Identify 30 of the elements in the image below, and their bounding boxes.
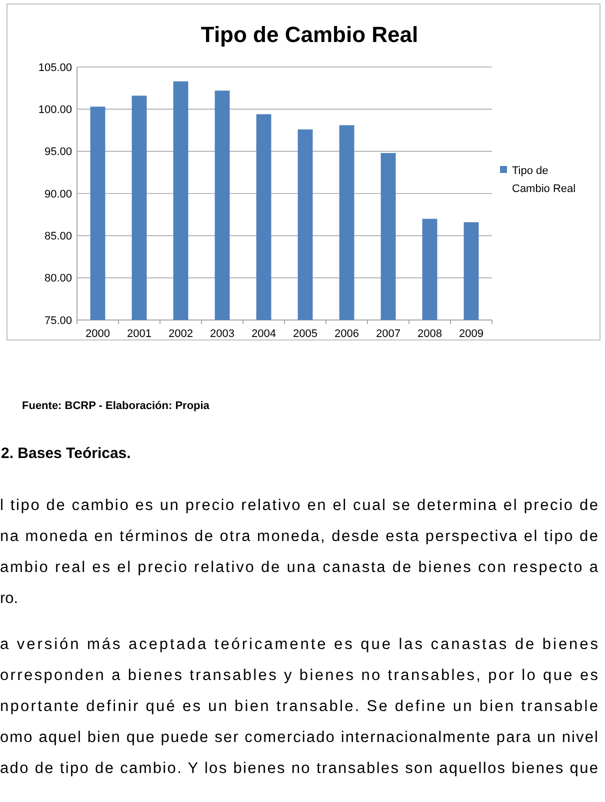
x-tick-label: 2006 [334,328,359,340]
text: nportante definir qué es un bien transable. Se define un bien transable [0,698,598,715]
y-tick-label: 100.00 [38,104,72,116]
x-tick-label: 2007 [376,328,400,340]
x-tick-label: 2003 [210,328,234,340]
text: ado de tipo de cambio. Y los bienes no transables son aquellos bienes que [0,760,598,777]
text: omo aquel bien que puede ser comerciado internacionalmente para un nivel [0,729,598,746]
x-tick-label: 2001 [127,328,152,340]
text: orresponden a bienes transables y bienes no transables, por lo que es [0,667,598,684]
y-tick-label: 105.00 [38,62,72,74]
text: ambio real es el precio relativo de una canasta de bienes con respecto a [0,559,598,576]
chart-title: Tipo de Cambio Real [200,22,418,47]
x-tick-label: 2004 [252,328,276,340]
text: 2. Bases Teóricas. [1,445,131,462]
legend-label: Tipo de Cambio Real [512,164,576,195]
y-tick-label: 80.00 [44,272,72,285]
x-tick-label: 2005 [293,328,318,340]
y-tick-label: 85.00 [44,230,72,243]
text: l tipo de cambio es un precio relativo en el cual se determina el precio de [0,497,598,514]
y-tick-label: 90.00 [44,188,72,200]
text: na moneda en términos de otra moneda, desde esta perspectiva el tipo de [0,528,598,545]
x-tick-label: 2009 [459,328,484,340]
x-tick-label: 2008 [418,328,442,340]
text: ro. [0,590,18,607]
x-tick-label: 2002 [168,328,193,340]
y-tick-label: 75.00 [44,314,72,327]
y-tick-label: 95.00 [44,146,72,158]
x-tick-label: 2000 [86,328,110,340]
source-note: Fuente: BCRP - Elaboración: Propia [22,400,210,412]
text: a versión más aceptada teóricamente es que las canastas de bienes [0,636,598,653]
